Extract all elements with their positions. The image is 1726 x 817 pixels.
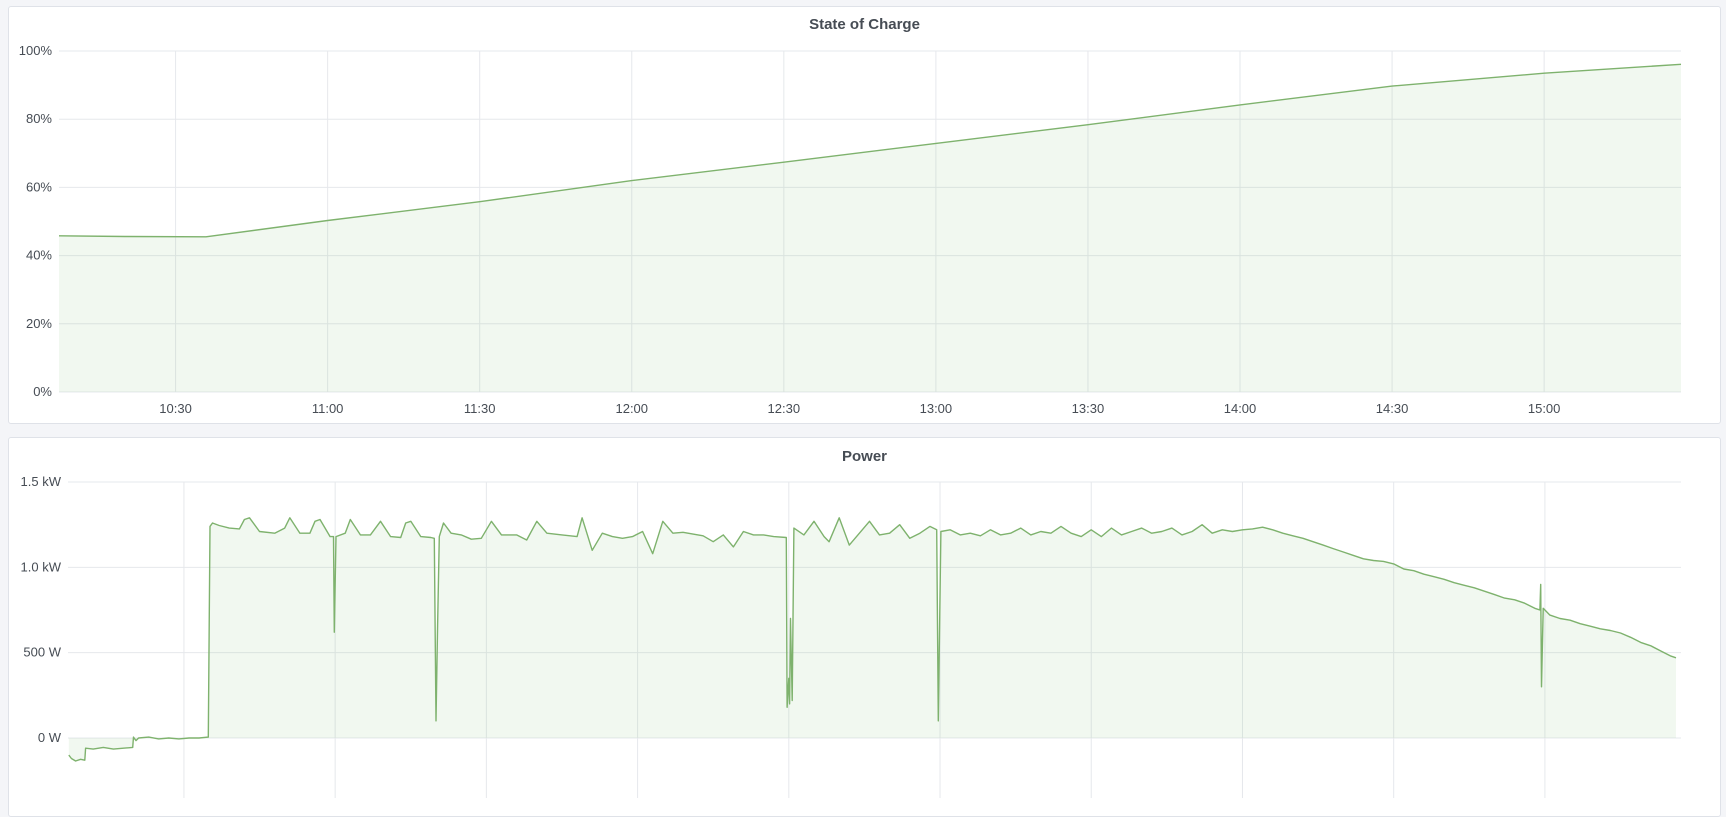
series-line xyxy=(58,63,1682,238)
x-tick-label: 13:30 xyxy=(1072,401,1105,416)
y-tick-label: 1.5 kW xyxy=(21,474,62,489)
x-tick-label: 12:30 xyxy=(768,401,801,416)
y-tick-label: 500 W xyxy=(23,645,61,660)
series-area-fill xyxy=(68,517,1676,761)
y-tick-label: 1.0 kW xyxy=(21,559,62,574)
series-area-fill xyxy=(59,64,1681,393)
x-tick-label: 12:00 xyxy=(615,401,648,416)
y-tick-label: 0 W xyxy=(38,730,62,745)
y-tick-label: 40% xyxy=(26,248,52,263)
x-tick-label: 14:30 xyxy=(1376,401,1409,416)
y-tick-label: 100% xyxy=(19,43,53,58)
x-tick-label: 10:30 xyxy=(159,401,192,416)
y-tick-label: 0% xyxy=(33,384,52,399)
y-tick-label: 60% xyxy=(26,179,52,194)
state-of-charge-panel: State of Charge xyxy=(8,6,1721,424)
series-line xyxy=(68,517,1677,762)
x-tick-label: 15:00 xyxy=(1528,401,1561,416)
y-tick-label: 80% xyxy=(26,111,52,126)
y-tick-label: 20% xyxy=(26,316,52,331)
panel-title[interactable]: Power xyxy=(841,448,887,465)
x-tick-label: 11:30 xyxy=(464,401,496,416)
power-panel: Power xyxy=(8,437,1721,817)
panel-title[interactable]: State of Charge xyxy=(809,16,920,33)
x-tick-label: 13:00 xyxy=(920,401,953,416)
x-tick-label: 11:00 xyxy=(312,401,344,416)
x-tick-label: 14:00 xyxy=(1224,401,1257,416)
